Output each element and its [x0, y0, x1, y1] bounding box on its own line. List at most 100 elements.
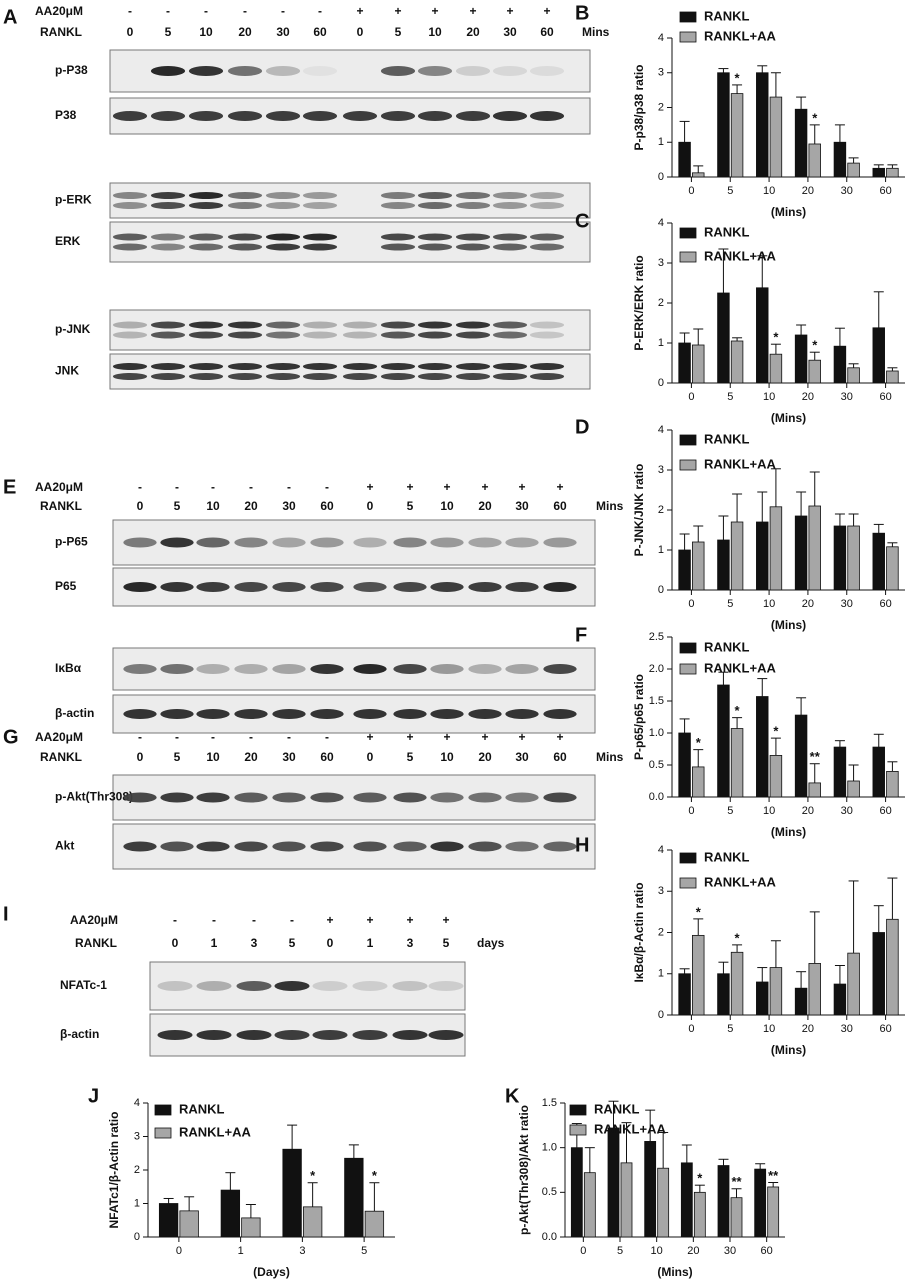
x-tick-label: 5 [361, 1245, 367, 1257]
bar [886, 167, 899, 178]
error-bar [757, 967, 768, 982]
panel-letter: F [575, 624, 587, 646]
band [393, 792, 427, 803]
band [123, 537, 157, 548]
band [160, 841, 194, 852]
bar [179, 1210, 199, 1238]
error-bar [718, 248, 729, 293]
band [353, 709, 387, 719]
legend-swatch [154, 1104, 172, 1116]
band [353, 841, 387, 852]
y-tick-label: 2 [658, 297, 664, 309]
band [455, 192, 491, 199]
legend-label: RANKL [704, 8, 750, 23]
bar [692, 541, 705, 591]
lane-label: + [394, 4, 401, 18]
x-tick-label: 20 [802, 185, 814, 197]
band [123, 792, 157, 803]
x-tick-label: 3 [299, 1245, 305, 1257]
error-bar [679, 533, 690, 550]
band [272, 792, 306, 803]
bar [872, 167, 885, 178]
band [417, 111, 453, 121]
lane-label: - [211, 480, 215, 494]
legend-swatch [679, 251, 697, 263]
legend-label: RANKL+AA [704, 456, 776, 471]
band [393, 537, 427, 548]
lane-label: 5 [174, 499, 181, 513]
lane-label: + [543, 4, 550, 18]
y-tick-label: 1 [134, 1197, 140, 1209]
band [380, 202, 416, 209]
band [150, 233, 186, 241]
band [123, 709, 157, 719]
bar [607, 1127, 620, 1238]
blot-label: JNK [55, 364, 79, 378]
bar [847, 162, 860, 178]
error-bar [757, 255, 768, 288]
panel-letter: K [505, 1085, 520, 1107]
band [234, 841, 268, 852]
band [312, 1030, 348, 1040]
x-tick-label: 0 [176, 1245, 182, 1257]
y-tick-label: 0 [658, 171, 664, 183]
x-axis-label: (Mins) [771, 825, 806, 839]
bar [872, 746, 885, 798]
header-label: AA20μM [35, 730, 83, 744]
x-tick-label: 10 [763, 391, 775, 403]
lane-label: + [406, 730, 413, 744]
band [227, 202, 263, 209]
y-tick-label: 3 [658, 67, 664, 79]
error-bar [755, 1163, 766, 1170]
error-bar [796, 491, 807, 516]
x-tick-label: 60 [761, 1245, 773, 1257]
y-tick-label: 4 [658, 32, 664, 44]
band [227, 331, 263, 339]
lane-label: - [325, 480, 329, 494]
band [188, 66, 224, 76]
band [188, 243, 224, 251]
x-axis-label: (Mins) [657, 1265, 692, 1279]
band [196, 582, 230, 592]
panel-letter: G [3, 726, 19, 748]
error-bar [834, 124, 845, 143]
band [196, 841, 230, 852]
x-tick-label: 30 [841, 185, 853, 197]
lane-label: 0 [357, 25, 364, 39]
band [505, 664, 539, 674]
y-tick-label: 1.0 [542, 1142, 557, 1154]
band [150, 331, 186, 339]
band [112, 192, 148, 199]
error-bar [873, 523, 884, 534]
lane-label: 20 [244, 499, 258, 513]
bar [692, 172, 705, 178]
y-tick-label: 4 [134, 1097, 140, 1109]
band [352, 981, 388, 991]
x-tick-label: 20 [802, 598, 814, 610]
error-bar [757, 678, 768, 697]
band [380, 321, 416, 329]
band [112, 111, 148, 121]
error-bar [679, 120, 690, 143]
lane-label: + [556, 480, 563, 494]
lane-label: 60 [320, 499, 334, 513]
band [265, 373, 301, 380]
band [342, 373, 378, 380]
error-bar [731, 1188, 742, 1198]
error-bar [873, 291, 884, 328]
legend-label: RANKL+AA [704, 874, 776, 889]
error-bar [307, 1182, 318, 1207]
lane-label: 0 [367, 750, 374, 764]
band [112, 233, 148, 241]
bar [769, 506, 783, 591]
bar [678, 342, 691, 384]
bar [767, 1186, 780, 1238]
unit-label: days [477, 936, 505, 950]
x-tick-label: 0 [688, 185, 694, 197]
band [529, 363, 565, 370]
y-axis-label: P-p38/p38 ratio [632, 64, 646, 150]
lane-label: 5 [289, 936, 296, 950]
error-bar [809, 124, 820, 144]
band [529, 233, 565, 241]
blot-label: β-actin [60, 1027, 99, 1041]
